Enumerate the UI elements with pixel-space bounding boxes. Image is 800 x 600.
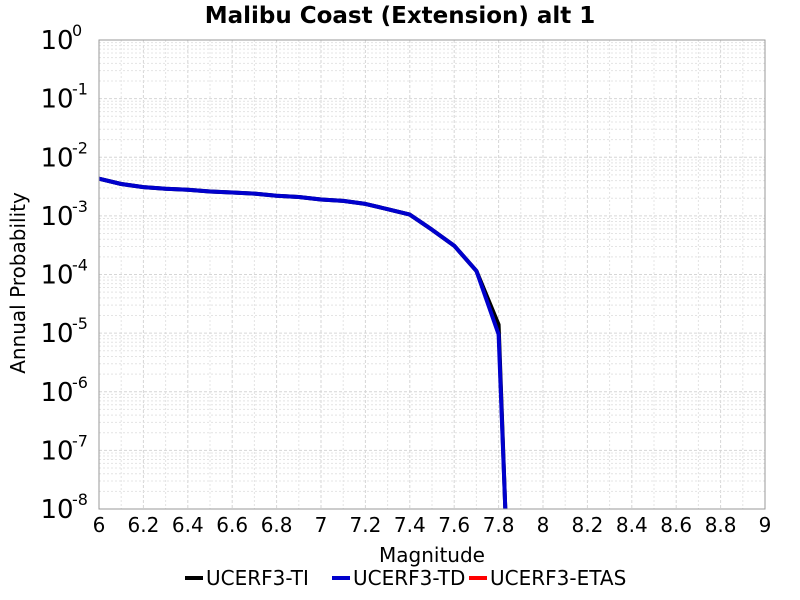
y-tick-exponent: -2 xyxy=(72,138,88,157)
legend-item-ucerf3-ti: UCERF3-TI xyxy=(185,566,309,590)
x-tick-label: 8.2 xyxy=(571,513,603,537)
y-tick-exponent: 0 xyxy=(72,21,82,40)
y-tick-exponent: -3 xyxy=(72,197,88,216)
x-tick-label: 8.4 xyxy=(616,513,648,537)
legend-item-ucerf3-etas: UCERF3-ETAS xyxy=(469,566,626,590)
x-tick-label: 8 xyxy=(537,513,550,537)
y-tick-label: 10-2 xyxy=(40,138,88,173)
y-tick-exponent: -8 xyxy=(72,490,88,509)
y-tick-label: 10-6 xyxy=(40,373,88,408)
x-axis-ticks: 6 6.2 6.4 6.6 6.8 7 7.2 7.4 7.6 7.8 8 8.2 8.4 8.6 8.8 9 xyxy=(93,513,772,537)
y-tick-label: 10-5 xyxy=(40,314,88,349)
legend: UCERF3-TI UCERF3-TD UCERF3-ETAS xyxy=(185,566,626,590)
x-tick-label: 6.6 xyxy=(216,513,248,537)
y-tick-exponent: -4 xyxy=(72,256,88,275)
y-tick-label: 100 xyxy=(40,21,82,56)
y-tick-label: 10-3 xyxy=(40,197,88,232)
legend-label: UCERF3-ETAS xyxy=(490,566,626,590)
x-tick-label: 7.4 xyxy=(394,513,426,537)
x-tick-label: 8.6 xyxy=(660,513,692,537)
legend-item-ucerf3-td: UCERF3-TD xyxy=(332,566,465,590)
x-tick-label: 7.8 xyxy=(483,513,515,537)
y-tick-exponent: -1 xyxy=(72,80,88,99)
y-tick-base: 10 xyxy=(40,495,73,525)
x-tick-label: 7.2 xyxy=(349,513,381,537)
plot-border xyxy=(98,39,766,510)
legend-label: UCERF3-TD xyxy=(353,566,465,590)
chart-title: Malibu Coast (Extension) alt 1 xyxy=(205,3,596,29)
x-tick-label: 6.2 xyxy=(127,513,159,537)
y-tick-label: 10-7 xyxy=(40,431,88,466)
y-tick-base: 10 xyxy=(40,26,73,56)
series-line-ucerf3-td xyxy=(99,176,508,509)
x-tick-label: 9 xyxy=(759,513,772,537)
y-tick-base: 10 xyxy=(40,319,73,349)
x-tick-label: 7.6 xyxy=(438,513,470,537)
series-layer xyxy=(99,176,508,509)
x-tick-label: 8.8 xyxy=(705,513,737,537)
x-tick-label: 6.4 xyxy=(172,513,204,537)
x-tick-label: 6 xyxy=(93,513,106,537)
y-tick-exponent: -6 xyxy=(72,373,88,392)
y-tick-base: 10 xyxy=(40,261,73,291)
y-tick-label: 10-8 xyxy=(40,490,88,525)
y-axis-label: Annual Probability xyxy=(6,192,30,374)
y-tick-label: 10-4 xyxy=(40,256,88,291)
x-axis-label: Magnitude xyxy=(379,543,485,567)
y-tick-base: 10 xyxy=(40,378,73,408)
y-tick-base: 10 xyxy=(40,85,73,115)
x-tick-label: 6.8 xyxy=(261,513,293,537)
y-tick-label: 10-1 xyxy=(40,80,88,115)
legend-label: UCERF3-TI xyxy=(206,566,309,590)
x-tick-label: 7 xyxy=(315,513,328,537)
y-tick-exponent: -5 xyxy=(72,314,88,333)
y-tick-base: 10 xyxy=(40,202,73,232)
plot-frame xyxy=(98,39,766,510)
y-tick-base: 10 xyxy=(40,436,73,466)
y-tick-base: 10 xyxy=(40,143,73,173)
y-tick-exponent: -7 xyxy=(72,431,88,450)
